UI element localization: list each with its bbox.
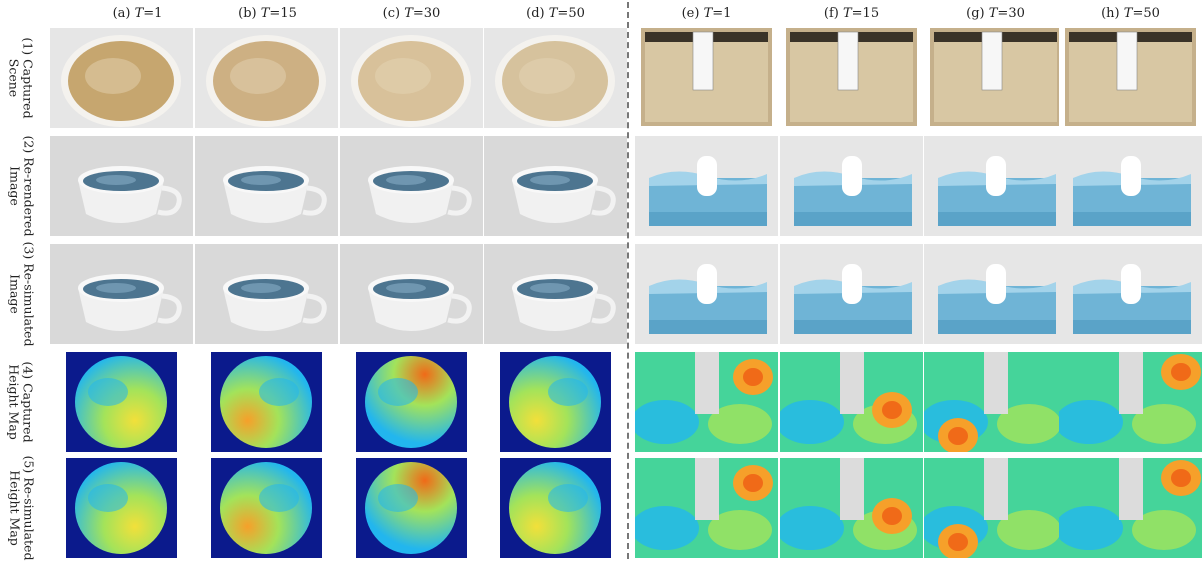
rendered-image	[635, 136, 778, 236]
rendered-image	[924, 244, 1067, 344]
captured-image	[635, 28, 778, 128]
rendered-image	[635, 244, 778, 344]
heightmap-image	[635, 458, 778, 558]
figure-cell-1-f	[780, 28, 923, 128]
rendered-image	[1059, 244, 1202, 344]
row-header-5: (5) Re-simulated Height Map	[7, 455, 36, 561]
heightmap-image	[500, 352, 611, 452]
column-header-a: (a) T=1	[112, 6, 163, 21]
heightmap-image	[635, 352, 778, 452]
figure-cell-2-e	[635, 136, 778, 236]
rendered-image	[780, 136, 923, 236]
column-header-c: (c) T=30	[382, 6, 441, 21]
figure-cell-3-f	[780, 244, 923, 344]
figure-cell-3-b	[195, 244, 338, 344]
row-header-4: (4) Captured Height Map	[7, 361, 36, 443]
figure-cell-4-b	[195, 352, 338, 452]
figure-cell-3-d	[484, 244, 627, 344]
heightmap-image	[211, 352, 322, 452]
heightmap-image	[500, 458, 611, 558]
figure-cell-2-b	[195, 136, 338, 236]
rendered-image	[195, 244, 338, 344]
captured-image	[924, 28, 1067, 128]
figure-cell-5-g	[924, 458, 1067, 558]
heightmap-image	[1059, 352, 1202, 452]
figure-cell-3-h	[1059, 244, 1202, 344]
rendered-image	[340, 136, 483, 236]
figure-cell-5-f	[780, 458, 923, 558]
figure-cell-2-f	[780, 136, 923, 236]
heightmap-image	[66, 458, 177, 558]
heightmap-image	[66, 352, 177, 452]
captured-image	[195, 28, 338, 128]
figure-cell-4-c	[340, 352, 483, 452]
figure-cell-5-b	[195, 458, 338, 558]
figure-cell-5-d	[484, 458, 627, 558]
figure-cell-5-c	[340, 458, 483, 558]
heightmap-image	[356, 352, 467, 452]
rendered-image	[50, 136, 193, 236]
rendered-image	[484, 136, 627, 236]
rendered-image	[50, 244, 193, 344]
figure-cell-4-f	[780, 352, 923, 452]
heightmap-image	[924, 458, 1067, 558]
figure-cell-1-b	[195, 28, 338, 128]
column-header-b: (b) T=15	[238, 6, 297, 21]
heightmap-image	[924, 352, 1067, 452]
figure-cell-1-g	[924, 28, 1067, 128]
figure-cell-2-g	[924, 136, 1067, 236]
captured-image	[484, 28, 627, 128]
figure-cell-1-d	[484, 28, 627, 128]
captured-image	[340, 28, 483, 128]
figure-cell-1-e	[635, 28, 778, 128]
captured-image	[780, 28, 923, 128]
column-header-d: (d) T=50	[526, 6, 585, 21]
figure-cell-3-c	[340, 244, 483, 344]
heightmap-image	[780, 458, 923, 558]
figure-cell-2-a	[50, 136, 193, 236]
figure-cell-2-h	[1059, 136, 1202, 236]
section-divider	[627, 2, 629, 559]
figure-cell-4-d	[484, 352, 627, 452]
figure-cell-2-c	[340, 136, 483, 236]
column-header-e: (e) T=1	[681, 6, 732, 21]
captured-image	[50, 28, 193, 128]
figure-cell-1-c	[340, 28, 483, 128]
row-header-1: (1) Captured Scene	[7, 37, 36, 119]
figure-cell-1-a	[50, 28, 193, 128]
heightmap-image	[211, 458, 322, 558]
column-header-f: (f) T=15	[823, 6, 880, 21]
figure-cell-5-a	[50, 458, 193, 558]
figure-cell-1-h	[1059, 28, 1202, 128]
row-header-2: (2) Re-rendered Image	[7, 135, 37, 237]
captured-image	[1059, 28, 1202, 128]
figure-cell-4-a	[50, 352, 193, 452]
figure-cell-4-h	[1059, 352, 1202, 452]
rendered-image	[924, 136, 1067, 236]
rendered-image	[195, 136, 338, 236]
figure-cell-5-h	[1059, 458, 1202, 558]
figure-cell-4-g	[924, 352, 1067, 452]
heightmap-image	[356, 458, 467, 558]
rendered-image	[1059, 136, 1202, 236]
rendered-image	[484, 244, 627, 344]
rendered-image	[340, 244, 483, 344]
figure-cell-3-g	[924, 244, 1067, 344]
figure-cell-3-e	[635, 244, 778, 344]
row-header-3: (3) Re-simulated Image	[7, 241, 36, 347]
column-header-g: (g) T=30	[966, 6, 1025, 21]
figure-cell-2-d	[484, 136, 627, 236]
figure-cell-4-e	[635, 352, 778, 452]
figure-cell-3-a	[50, 244, 193, 344]
column-header-h: (h) T=50	[1101, 6, 1160, 21]
heightmap-image	[1059, 458, 1202, 558]
rendered-image	[780, 244, 923, 344]
figure-cell-5-e	[635, 458, 778, 558]
heightmap-image	[780, 352, 923, 452]
